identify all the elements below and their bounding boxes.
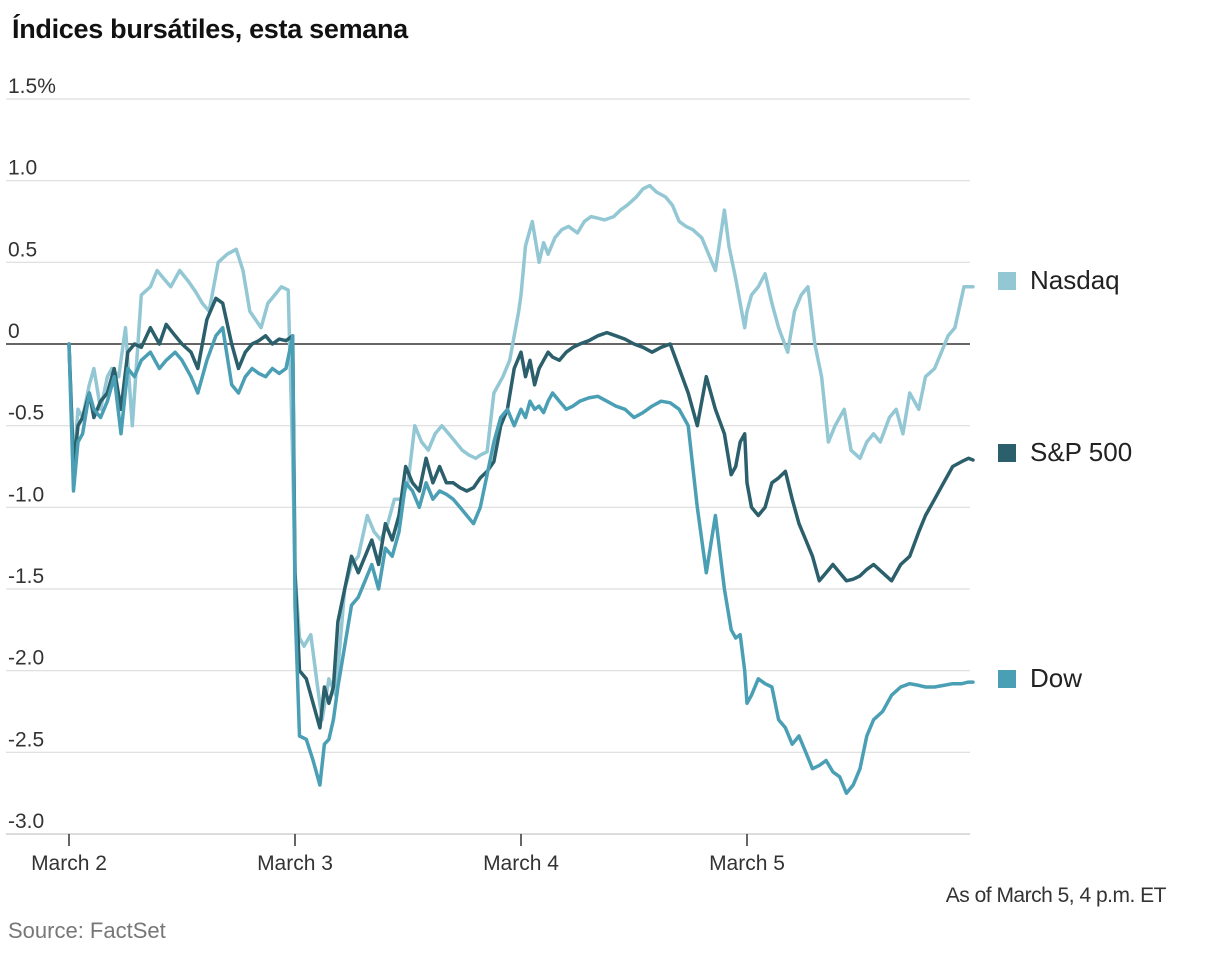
legend-label-nasdaq: Nasdaq	[1030, 265, 1120, 295]
y-tick-label: -1.0	[8, 483, 44, 506]
y-tick-label: 0.5	[8, 238, 37, 261]
y-tick-label: 0	[8, 320, 20, 343]
legend-item-dow: Dow	[998, 663, 1082, 694]
x-tick-label: March 5	[709, 852, 785, 875]
chart-title: Índices bursátiles, esta semana	[12, 14, 408, 44]
timestamp-note: As of March 5, 4 p.m. ET	[945, 884, 1167, 907]
series-line-nasdaq	[67, 183, 975, 722]
legend-label-sp500: S&P 500	[1030, 437, 1133, 467]
legend-label-dow: Dow	[1030, 663, 1083, 693]
y-tick-label: -2.5	[8, 728, 44, 751]
y-tick-label: 1.0	[8, 157, 37, 180]
source-credit: Source: FactSet	[8, 918, 166, 943]
y-tick-label: -3.0	[8, 810, 44, 833]
legend-item-nasdaq: Nasdaq	[998, 265, 1120, 296]
x-tick-label: March 2	[31, 852, 107, 875]
legend-swatch-sp500	[998, 443, 1016, 462]
y-tick-label: -1.5	[8, 565, 44, 588]
series-line-dow	[67, 325, 975, 795]
x-tick-label: March 4	[483, 852, 559, 875]
x-tick-label: March 3	[257, 852, 333, 875]
legend-swatch-dow	[998, 669, 1016, 688]
series-line-sp500	[67, 296, 975, 730]
y-tick-label: 1.5%	[8, 75, 56, 98]
y-tick-label: -2.0	[8, 647, 44, 670]
y-tick-label: -0.5	[8, 402, 44, 425]
legend-swatch-nasdaq	[998, 271, 1016, 290]
legend-item-sp500: S&P 500	[998, 437, 1132, 468]
